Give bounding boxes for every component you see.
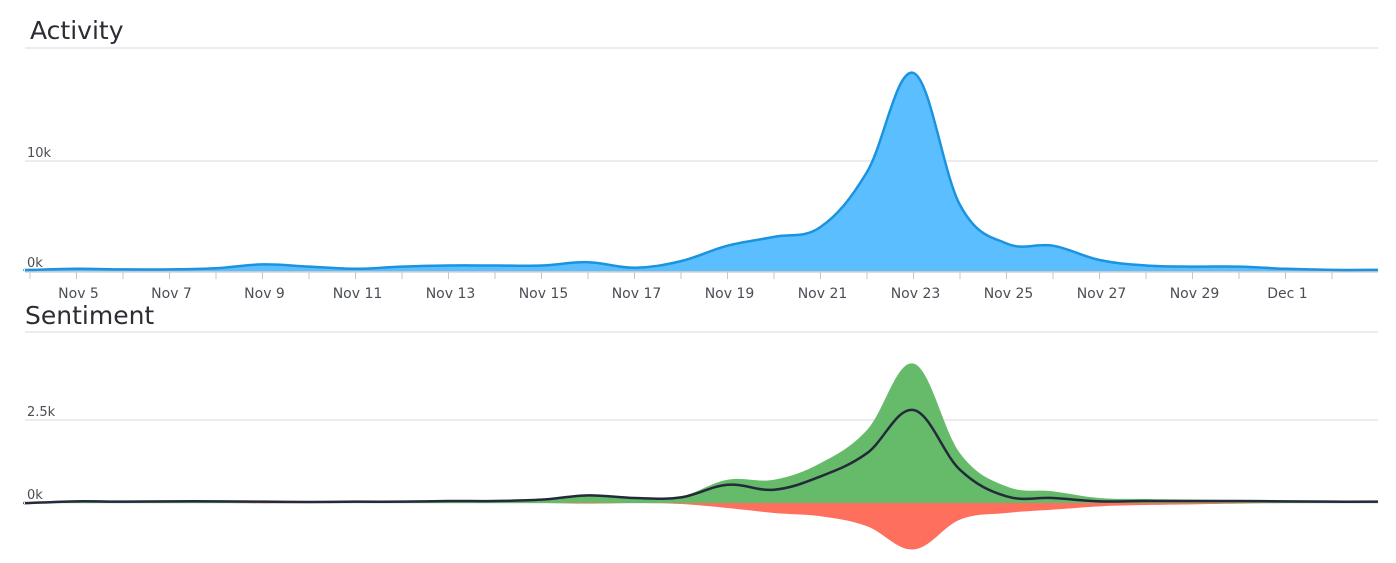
activity-x-tick-label: Nov 13 [426, 286, 476, 302]
activity-x-tick-label: Nov 27 [1077, 286, 1127, 302]
net-sentiment-line [23, 408, 1379, 505]
activity-line [23, 71, 1379, 272]
sentiment-y-tick-label: 2.5k [27, 405, 56, 420]
negative-sentiment-area [24, 502, 1378, 550]
activity-x-tick-label: Nov 23 [891, 286, 941, 302]
activity-x-tick-label: Dec 1 [1267, 286, 1307, 302]
activity-x-tick-label: Nov 11 [333, 286, 383, 302]
activity-x-tick-label: Nov 17 [612, 286, 662, 302]
sentiment-y-tick-label: 0k [27, 488, 43, 503]
activity-x-tick-label: Nov 19 [705, 286, 755, 302]
activity-x-tick-label: Nov 25 [984, 286, 1034, 302]
sentiment-chart-title: Sentiment [25, 301, 155, 330]
activity-x-tick-label: Nov 29 [1170, 286, 1220, 302]
activity-area [24, 72, 1378, 271]
activity-y-tick-label: 10k [27, 146, 52, 161]
activity-x-tick-label: Nov 5 [58, 286, 99, 302]
activity-x-tick-label: Nov 9 [244, 286, 285, 302]
activity-chart: 0k 10k Nov 5 Nov 7 Nov 9 Nov 11 Nov 13 Nov 15 No… [23, 47, 1379, 302]
activity-y-tick-label: 0k [27, 256, 43, 271]
activity-chart-title: Activity [30, 16, 124, 45]
activity-x-tick-label: Nov 15 [519, 286, 569, 302]
sentiment-chart: 0k 2.5k [23, 331, 1379, 550]
activity-x-tick-label: Nov 21 [798, 286, 848, 302]
positive-sentiment-area [24, 363, 1378, 504]
activity-x-tick-label: Nov 7 [151, 286, 192, 302]
